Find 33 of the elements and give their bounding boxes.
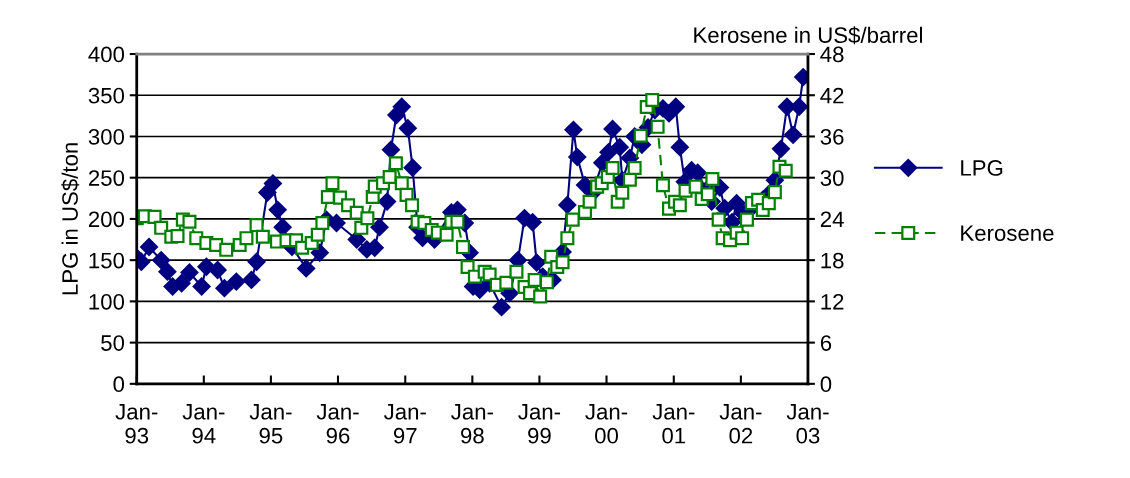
y2-tick-label: 12	[821, 293, 844, 310]
y2-tick-label: 18	[821, 252, 844, 269]
y2-tick-label: 6	[820, 335, 832, 351]
y2-tick-label: 42	[820, 87, 844, 104]
y-tick-label: 50	[101, 335, 125, 351]
y-tick-label: 350	[88, 87, 125, 104]
x-tick-label: Jan- 99	[518, 404, 561, 444]
x-tick-label: Jan- 01	[652, 404, 695, 444]
x-tick-label: Jan- 03	[786, 404, 829, 444]
x-tick-label: Jan- 98	[451, 404, 493, 444]
y2-tick-label: 24	[820, 211, 844, 227]
x-tick-label: Jan- 00	[585, 404, 628, 444]
legend-label: LPG	[961, 160, 1003, 176]
y2-tick-label: 36	[820, 129, 844, 145]
y-tick-label: 300	[88, 129, 125, 145]
x-tick-label: Jan- 97	[383, 404, 426, 444]
y-tick-label: 250	[88, 170, 125, 186]
legend-label: Kerosene	[961, 225, 1054, 241]
y2-axis-title: Kerosene in US$/barrel	[694, 26, 922, 45]
y2-tick-label: 30	[820, 170, 844, 186]
y2-tick-label: 48	[820, 46, 844, 63]
y-tick-label: 150	[89, 252, 125, 269]
y-tick-label: 400	[88, 46, 125, 63]
y-tick-label: 0	[113, 376, 125, 393]
x-tick-label: Jan- 93	[115, 404, 158, 444]
x-tick-label: Jan- 02	[719, 404, 762, 444]
y-tick-label: 100	[89, 293, 125, 310]
x-tick-label: Jan- 96	[316, 404, 359, 444]
x-tick-label: Jan- 95	[249, 404, 292, 444]
x-tick-label: Jan- 94	[182, 404, 225, 444]
y-tick-label: 200	[88, 211, 125, 228]
y2-tick-label: 0	[820, 376, 832, 393]
y-axis-title: LPG in US$/ton	[61, 143, 80, 295]
